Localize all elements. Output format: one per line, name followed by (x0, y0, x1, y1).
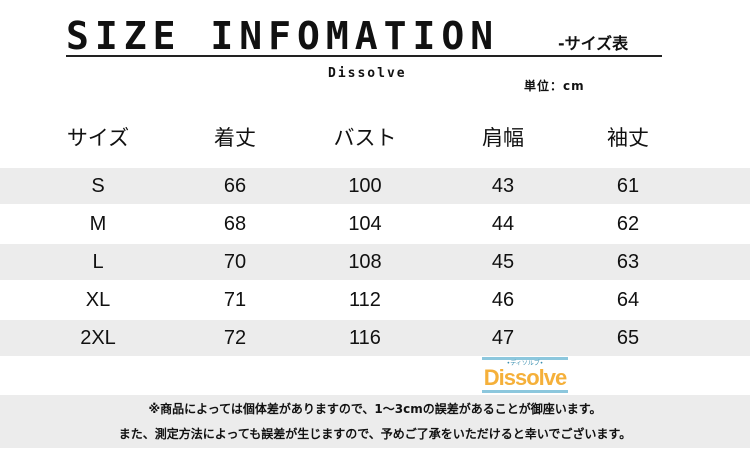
table-cell: 62 (616, 213, 640, 235)
table-cell: 袖丈 (607, 126, 649, 150)
page-title: SIZE INFOMATION (66, 14, 500, 58)
unit-label: 単位：cm (524, 79, 585, 93)
note-line: また、測定方法によっても誤差が生じますので、予めご了承をいただけると幸いでござい… (118, 427, 632, 441)
table-cell: 71 (223, 289, 247, 311)
table-cell: 112 (349, 289, 381, 311)
watermark-kana: •ディソルブ• (506, 360, 544, 367)
table-cell: 72 (223, 327, 247, 349)
table-cell: M (89, 213, 107, 235)
table-cell: 70 (223, 251, 247, 273)
watermark-logo: •ディソルブ• Dissolve (482, 357, 568, 393)
table-cell: 108 (348, 251, 382, 273)
table-cell: 45 (491, 251, 515, 273)
table-row: 2XL 72 116 47 65 (0, 320, 750, 356)
page-subtitle: -サイズ表 (558, 34, 629, 53)
table-cell: XL (85, 289, 111, 311)
table-cell: 47 (491, 327, 515, 349)
title-divider (66, 55, 662, 57)
watermark-text: Dissolve (483, 365, 568, 390)
table-row: L 70 108 45 63 (0, 244, 750, 280)
table-cell: 61 (616, 175, 640, 197)
table-row: M 68 104 44 62 (0, 206, 750, 242)
watermark-bar (482, 390, 568, 393)
table-row: S 66 100 43 61 (0, 168, 750, 204)
table-cell: 66 (223, 175, 247, 197)
table-cell: 65 (616, 327, 640, 349)
table-header: サイズ 着丈 バスト 肩幅 袖丈 (0, 120, 750, 156)
table-cell: 64 (616, 289, 640, 311)
brand-name: Dissolve (328, 66, 407, 81)
table-cell: 63 (616, 251, 640, 273)
watermark-bar (482, 357, 568, 360)
table-cell: 116 (349, 327, 381, 349)
table-row: XL 71 112 46 64 (0, 282, 750, 318)
table-cell: サイズ (66, 126, 130, 150)
table-cell: 2XL (80, 327, 116, 349)
table-cell: 着丈 (214, 126, 256, 150)
table-cell: 44 (491, 213, 515, 235)
table-cell: L (92, 251, 104, 273)
table-cell: 43 (491, 175, 515, 197)
table-cell: 104 (348, 213, 382, 235)
table-cell: 46 (491, 289, 515, 311)
table-cell: 68 (223, 213, 247, 235)
table-cell: バスト (333, 126, 397, 150)
notes: ※商品によっては個体差がありますので、1～3cmの誤差があることが御座います。 … (0, 395, 750, 448)
table-cell: 肩幅 (482, 126, 524, 150)
table-cell: S (91, 175, 105, 197)
note-line: ※商品によっては個体差がありますので、1～3cmの誤差があることが御座います。 (148, 402, 602, 416)
table-cell: 100 (348, 175, 382, 197)
